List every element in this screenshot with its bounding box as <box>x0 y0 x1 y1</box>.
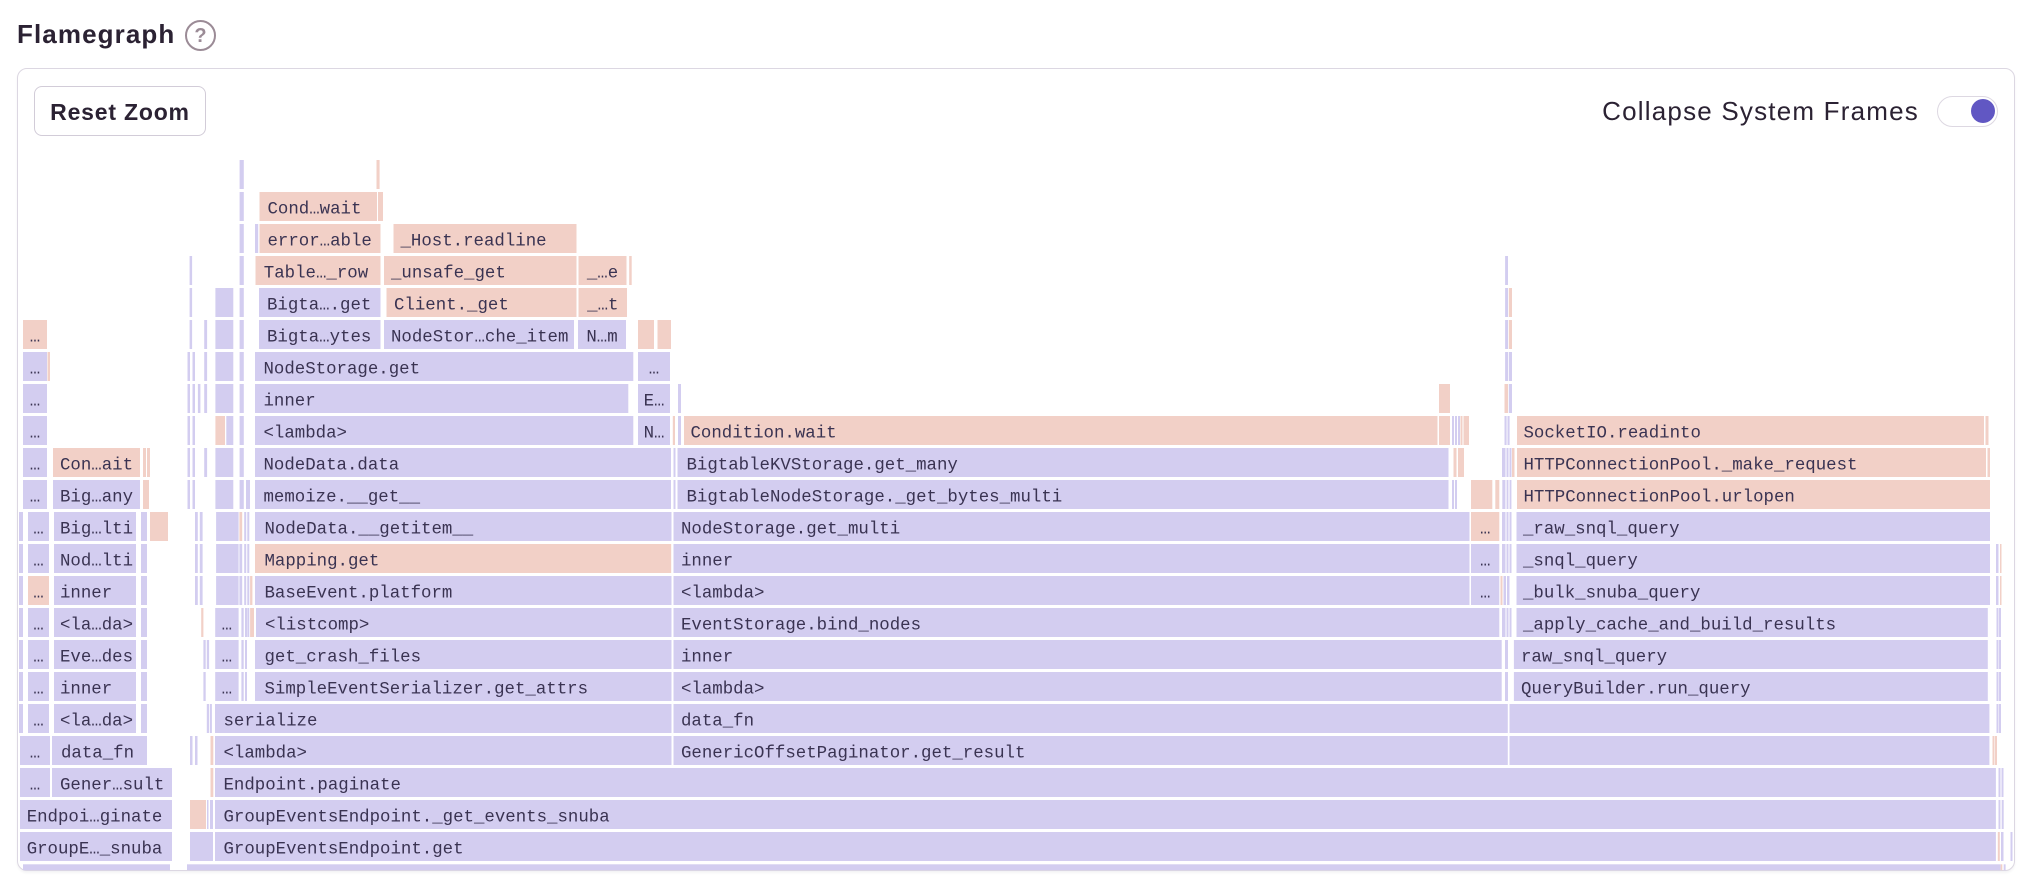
svg-text:raw_snql_query: raw_snql_query <box>1521 648 1667 667</box>
svg-text:serialize: serialize <box>224 712 318 731</box>
svg-text:BaseEvent.platform: BaseEvent.platform <box>265 584 453 603</box>
svg-text:get_crash_files: get_crash_files <box>265 648 422 667</box>
svg-text:BigtableNodeStorage._get_bytes: BigtableNodeStorage._get_bytes_multi <box>687 488 1063 507</box>
svg-text:data_fn: data_fn <box>61 744 134 763</box>
svg-text:GroupE…_snuba: GroupE…_snuba <box>27 840 163 859</box>
svg-text:_bulk_snuba_query: _bulk_snuba_query <box>1522 584 1700 603</box>
svg-text:…: … <box>33 616 43 635</box>
svg-text:<lambda>: <lambda> <box>681 680 765 699</box>
svg-text:inner: inner <box>681 552 733 571</box>
svg-text:N…m: N…m <box>586 328 617 347</box>
svg-text:…: … <box>33 520 43 539</box>
svg-text:_apply_cache_and_build_results: _apply_cache_and_build_results <box>1522 616 1836 635</box>
svg-text:…: … <box>30 360 40 379</box>
svg-text:…: … <box>30 328 40 347</box>
svg-text:Nod…lti: Nod…lti <box>60 552 133 571</box>
svg-text:inner: inner <box>264 392 316 411</box>
svg-text:GenericOffsetPaginator.get_res: GenericOffsetPaginator.get_result <box>681 744 1025 763</box>
svg-text:SocketIO.readinto: SocketIO.readinto <box>1524 424 1701 443</box>
svg-text:…: … <box>222 648 232 667</box>
svg-text:GroupEventsEndpoint._get_event: GroupEventsEndpoint._get_events_snuba <box>224 808 610 827</box>
svg-text:Bigta…ytes: Bigta…ytes <box>267 328 371 347</box>
svg-text:_…e: _…e <box>586 264 618 283</box>
svg-text:Gener…sult: Gener…sult <box>60 776 164 795</box>
svg-text:…: … <box>30 488 40 507</box>
svg-text:…: … <box>222 616 232 635</box>
svg-text:E…: E… <box>644 392 665 411</box>
svg-text:HTTPConnectionPool._make_reque: HTTPConnectionPool._make_request <box>1524 456 1858 475</box>
svg-text:Eve…des: Eve…des <box>60 648 133 667</box>
svg-text:…: … <box>222 680 232 699</box>
svg-text:…: … <box>649 360 659 379</box>
svg-text:N…: N… <box>644 424 665 443</box>
svg-text:_Host.readline: _Host.readline <box>400 232 547 251</box>
svg-text:…: … <box>33 680 43 699</box>
svg-text:inner: inner <box>60 584 112 603</box>
svg-text:NodeData.__getitem__: NodeData.__getitem__ <box>265 520 474 539</box>
svg-text:…: … <box>1480 552 1490 571</box>
svg-text:error…able: error…able <box>268 232 372 251</box>
svg-text:…: … <box>33 584 43 603</box>
svg-text:…: … <box>30 424 40 443</box>
svg-text:<la…da>: <la…da> <box>60 616 133 635</box>
svg-text:NodeStorage.get: NodeStorage.get <box>264 360 421 379</box>
svg-text:_raw_snql_query: _raw_snql_query <box>1522 520 1680 539</box>
svg-text:inner: inner <box>681 648 733 667</box>
svg-text:data_fn: data_fn <box>681 712 754 731</box>
svg-text:Con…ait: Con…ait <box>60 456 133 475</box>
svg-text:memoize.__get__: memoize.__get__ <box>264 488 421 507</box>
svg-text:QueryBuilder.run_query: QueryBuilder.run_query <box>1521 680 1751 699</box>
svg-text:…: … <box>30 392 40 411</box>
svg-text:NodeData.data: NodeData.data <box>264 456 400 475</box>
svg-text:Big…any: Big…any <box>60 488 133 507</box>
svg-text:Bigta….get: Bigta….get <box>267 296 371 315</box>
svg-text:…: … <box>30 456 40 475</box>
svg-text:_unsafe_get: _unsafe_get <box>390 264 506 283</box>
svg-text:Cond…wait: Cond…wait <box>268 200 362 219</box>
svg-text:<la…da>: <la…da> <box>60 712 133 731</box>
svg-text:Endpoi…ginate: Endpoi…ginate <box>27 808 163 827</box>
svg-text:BigtableKVStorage.get_many: BigtableKVStorage.get_many <box>687 456 958 475</box>
svg-text:Client._get: Client._get <box>394 296 509 315</box>
svg-text:<lambda>: <lambda> <box>264 424 348 443</box>
svg-text:<lambda>: <lambda> <box>224 744 308 763</box>
svg-text:…: … <box>33 712 43 731</box>
svg-text:GroupEventsEndpoint.get: GroupEventsEndpoint.get <box>224 840 464 859</box>
svg-text:EventStorage.bind_nodes: EventStorage.bind_nodes <box>681 616 921 635</box>
svg-text:<lambda>: <lambda> <box>681 584 765 603</box>
svg-text:Endpoint.paginate: Endpoint.paginate <box>224 776 401 795</box>
svg-text:Condition.wait: Condition.wait <box>691 424 837 443</box>
svg-text:…: … <box>1480 520 1490 539</box>
svg-text:Table…_row: Table…_row <box>264 264 369 283</box>
svg-text:inner: inner <box>60 680 112 699</box>
svg-text:NodeStor…che_item: NodeStor…che_item <box>391 328 568 347</box>
svg-text:…: … <box>33 552 43 571</box>
svg-text:Mapping.get: Mapping.get <box>265 552 380 571</box>
svg-text:…: … <box>30 776 40 795</box>
svg-text:_…t: _…t <box>586 296 618 315</box>
svg-text:Big…lti: Big…lti <box>60 520 133 539</box>
svg-text:NodeStorage.get_multi: NodeStorage.get_multi <box>681 520 900 539</box>
svg-text:<listcomp>: <listcomp> <box>265 616 369 635</box>
svg-text:…: … <box>1480 584 1490 603</box>
svg-text:_snql_query: _snql_query <box>1522 552 1638 571</box>
svg-text:…: … <box>30 744 40 763</box>
svg-text:…: … <box>33 648 43 667</box>
svg-text:SimpleEventSerializer.get_attr: SimpleEventSerializer.get_attrs <box>265 680 589 699</box>
svg-text:HTTPConnectionPool.urlopen: HTTPConnectionPool.urlopen <box>1524 488 1795 507</box>
